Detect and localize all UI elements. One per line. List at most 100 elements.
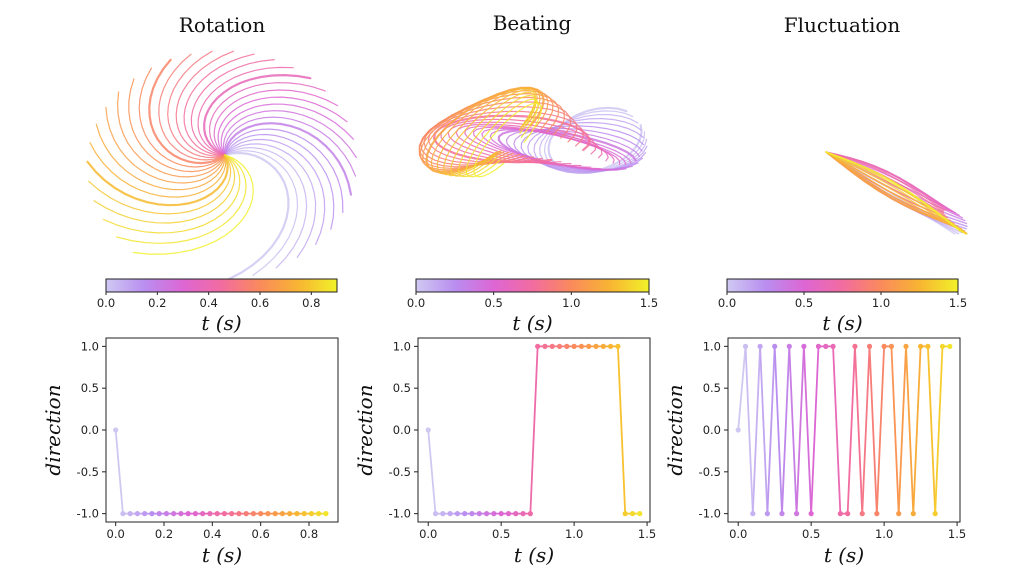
series-segment (795, 346, 805, 514)
colorbar-gradient (105, 278, 338, 293)
data-point (258, 511, 264, 517)
series-segment (875, 346, 886, 514)
x-tick-label: 0.2 (155, 527, 173, 541)
data-point (149, 511, 155, 517)
data-point (535, 343, 541, 349)
colorbar-tick-label: 1.0 (872, 296, 890, 310)
data-point (793, 511, 800, 517)
fluctuation-flagellum-stroke (825, 151, 965, 232)
x-tick-label: 1.0 (875, 527, 893, 541)
rotation-flagellum-stroke (128, 78, 226, 173)
direction-chart-fluctuation: -1.0 -0.5 0.0 0.5 1.0 0.0 0.5 1.0 1.5 t (s) direct… (663, 337, 966, 567)
colorbar-gradient (415, 278, 650, 293)
beating-flagellum-stroke (425, 86, 545, 174)
colorbar-tick-label: 0.0 (97, 296, 115, 310)
data-point (757, 343, 763, 349)
data-point (578, 343, 585, 349)
series-segment (832, 346, 842, 514)
x-axis-label: t (s) (514, 543, 554, 567)
series-segment (529, 346, 539, 514)
rotation-flagellum-stroke (105, 106, 226, 184)
series-segment (927, 346, 937, 514)
series-segment (781, 346, 791, 514)
y-tick-label: -0.5 (699, 465, 721, 479)
y-tick-label: 0.5 (703, 381, 721, 395)
y-tick-label: -1.0 (77, 507, 99, 521)
beating-flagellum-stroke (427, 110, 585, 164)
data-point (301, 511, 307, 517)
y-tick-label: -1.0 (699, 507, 721, 521)
data-point (564, 343, 570, 349)
rotation-flagellum-stroke (223, 151, 290, 281)
rotation-flagellum-stroke (95, 123, 226, 191)
data-point (513, 511, 519, 517)
beating-flagellum-stroke (432, 114, 591, 164)
data-point (750, 511, 756, 517)
data-point (462, 511, 468, 517)
data-point (779, 511, 785, 517)
x-axis-label: t (s) (824, 543, 864, 567)
data-point (250, 511, 257, 517)
data-point (178, 511, 184, 517)
data-point (498, 511, 504, 517)
data-point (469, 511, 475, 517)
data-point (874, 511, 880, 517)
rotation-flagellum-stroke (89, 142, 227, 198)
data-point (221, 511, 228, 517)
data-point (586, 343, 592, 349)
data-point (615, 343, 621, 349)
rotation-flagellum-stroke (132, 154, 254, 255)
y-tick-label: 1.0 (393, 339, 411, 353)
data-point (629, 511, 636, 517)
y-tick-label: -0.5 (77, 465, 99, 479)
rotation-flagellum-stroke (224, 143, 317, 258)
colorbar-axis-label: t (s) (512, 311, 552, 335)
y-tick-label: -1.0 (389, 507, 411, 521)
data-point (830, 343, 836, 349)
series-segment (773, 346, 783, 514)
y-tick-label: 1.0 (703, 339, 721, 353)
data-point (323, 511, 329, 517)
rotation-flagellum-stroke (183, 53, 255, 156)
x-tick-label: 0.5 (492, 527, 510, 541)
data-point (185, 511, 191, 517)
rotation-flagellum-stroke (158, 53, 226, 161)
series-segment (810, 346, 820, 514)
rotation-flagellum-stroke (86, 153, 229, 207)
data-point (556, 343, 563, 349)
y-tick-label: 0.0 (393, 423, 411, 437)
series-segment (427, 429, 437, 514)
rotation-flagellum-stroke (213, 89, 339, 156)
trajectory-beating (418, 86, 648, 178)
colorbar-axis-label: t (s) (822, 311, 862, 335)
data-point (925, 343, 931, 349)
series-segment (934, 346, 944, 514)
data-point (549, 343, 555, 349)
data-point (127, 511, 133, 517)
fluctuation-flagellum-stroke (825, 151, 968, 235)
colorbar-tick-label: 0.6 (251, 296, 269, 310)
data-point (593, 343, 599, 349)
data-point (735, 427, 741, 433)
data-point (918, 343, 924, 349)
data-point (447, 511, 453, 517)
panel-title-beating: Beating (493, 11, 572, 35)
colorbar-tick-label: 1.5 (640, 296, 658, 310)
colorbar-tick-label: 0.5 (485, 296, 503, 310)
rotation-flagellum-stroke (224, 133, 335, 230)
data-point (200, 511, 206, 517)
data-point (542, 343, 548, 349)
data-point (440, 511, 446, 517)
data-point (207, 511, 213, 517)
data-point (120, 511, 126, 517)
rotation-flagellum-stroke (224, 147, 308, 269)
rotation-flagellum-stroke (138, 67, 226, 168)
y-tick-label: 0.0 (81, 423, 99, 437)
rotation-flagellum-stroke (203, 73, 312, 157)
y-axis-label: direction (41, 384, 65, 475)
colorbar-tick-label: 1.0 (562, 296, 580, 310)
data-point (845, 511, 851, 517)
colorbar-tick-label: 0.0 (718, 296, 736, 310)
y-tick-label: 0.0 (703, 423, 721, 437)
data-point (520, 511, 526, 517)
